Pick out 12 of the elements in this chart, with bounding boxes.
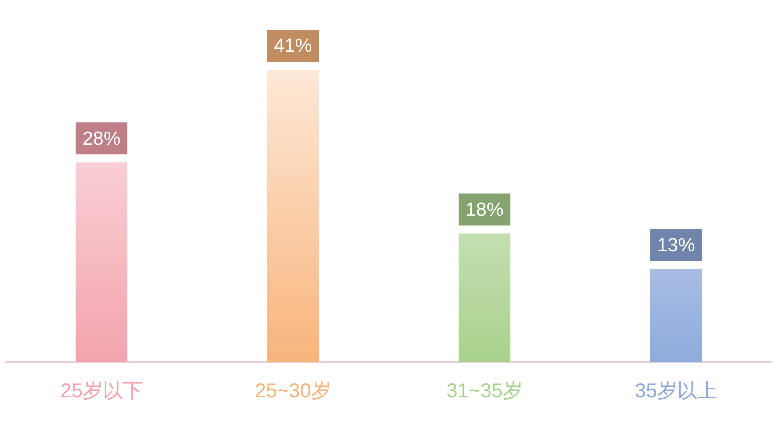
bar bbox=[458, 234, 511, 362]
x-tick-label: 31~35岁 bbox=[446, 380, 523, 403]
bar bbox=[267, 70, 320, 362]
x-tick-label: 25~30岁 bbox=[255, 380, 332, 403]
x-tick-label: 25岁以下 bbox=[60, 380, 143, 403]
data-label: 18% bbox=[466, 200, 504, 222]
bar bbox=[76, 162, 128, 362]
bar bbox=[650, 269, 702, 362]
data-label: 41% bbox=[274, 36, 312, 58]
data-label: 13% bbox=[657, 236, 696, 257]
x-tick-label: 35岁以上 bbox=[635, 380, 718, 403]
data-label: 28% bbox=[82, 128, 121, 150]
